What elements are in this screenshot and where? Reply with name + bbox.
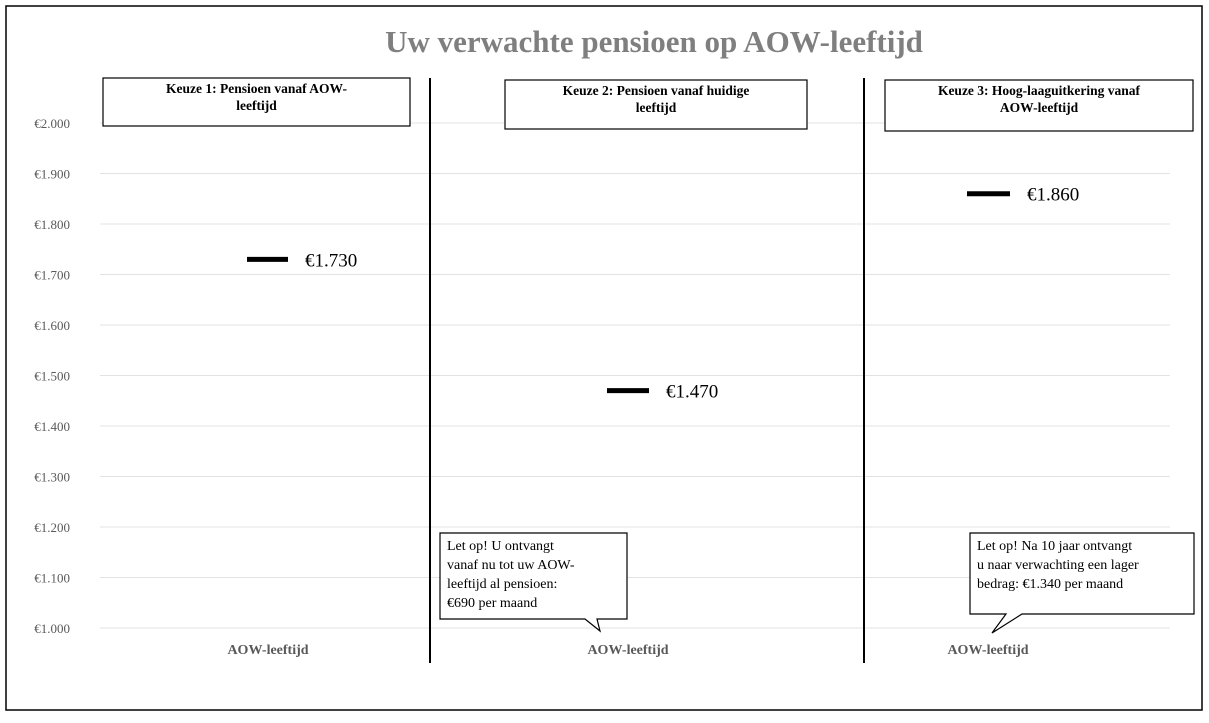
grid-lines	[100, 122, 1170, 629]
callout-note-line: vanaf nu tot uw AOW-	[447, 558, 575, 573]
panel-heading-line: Keuze 3: Hoog-laaguitkering vanaf	[938, 83, 1141, 98]
callout-note-line: leeftijd al pensioen:	[447, 577, 557, 592]
panel-heading-line: leeftijd	[636, 100, 677, 115]
y-tick-label-7: €1.700	[34, 268, 70, 283]
panel-heading-1: Keuze 1: Pensioen vanaf AOW-leeftijd	[166, 81, 347, 113]
panel-heading-line: Keuze 1: Pensioen vanaf AOW-	[166, 81, 347, 96]
x-axis-label-3: AOW-leeftijd	[947, 643, 1028, 658]
y-tick-label-1: €1.100	[34, 571, 70, 586]
callout-note-2: Let op! U ontvangt vanaf nu tot uw AOW-le…	[447, 539, 575, 611]
callout-note-line: Let op! U ontvangt	[447, 539, 554, 554]
chart-title: Uw verwachte pensioen op AOW-leeftijd	[385, 24, 923, 59]
callout-box-2	[439, 532, 628, 633]
panel-heading-3: Keuze 3: Hoog-laaguitkering vanaf AOW-lee…	[938, 83, 1141, 115]
callout-note-line: u naar verwachting een lager	[977, 558, 1139, 573]
value-label-2: €1.470	[666, 382, 718, 403]
y-axis-tick-labels: €1.000 €1.100 €1.200 €1.300 €1.400 €1.500 €1.6…	[34, 116, 70, 636]
y-tick-label-5: €1.500	[34, 369, 70, 384]
panel-heading-line: leeftijd	[236, 98, 277, 113]
y-tick-label-6: €1.600	[34, 318, 70, 333]
y-tick-label-0: €1.000	[34, 621, 70, 636]
value-label-1: €1.730	[305, 250, 357, 271]
callout-note-line: €690 per maand	[447, 596, 537, 611]
y-tick-label-3: €1.300	[34, 470, 70, 485]
value-label-3: €1.860	[1027, 185, 1079, 206]
panel-heading-box-1	[102, 77, 411, 127]
callout-note-line: Let op! Na 10 jaar ontvangt	[977, 539, 1132, 554]
panel-heading-box-3	[884, 79, 1194, 132]
callout-note-3: Let op! Na 10 jaar ontvangt u naar verwac…	[977, 539, 1139, 592]
x-axis-label-1: AOW-leeftijd	[227, 643, 308, 658]
callout-box-3	[969, 532, 1195, 634]
y-tick-label-9: €1.900	[34, 167, 70, 182]
chart-panels: Keuze 1: Pensioen vanaf AOW-leeftijd €1.7…	[102, 77, 1195, 663]
panel-1: Keuze 1: Pensioen vanaf AOW-leeftijd €1.7…	[102, 77, 411, 658]
panel-heading-line: AOW-leeftijd	[1000, 100, 1079, 115]
panel-2: Keuze 2: Pensioen vanaf huidige leeftijd €…	[439, 79, 808, 658]
panel-heading-box-2	[504, 79, 808, 130]
y-tick-label-2: €1.200	[34, 520, 70, 535]
y-tick-label-8: €1.800	[34, 217, 70, 232]
x-axis-label-2: AOW-leeftijd	[587, 643, 668, 658]
y-tick-label-4: €1.400	[34, 419, 70, 434]
panel-heading-2: Keuze 2: Pensioen vanaf huidige leeftijd	[563, 83, 750, 115]
panel-heading-line: Keuze 2: Pensioen vanaf huidige	[563, 83, 750, 98]
y-tick-label-10: €2.000	[34, 116, 70, 131]
callout-note-line: bedrag: €1.340 per maand	[977, 577, 1123, 592]
panel-3: Keuze 3: Hoog-laaguitkering vanaf AOW-lee…	[884, 79, 1195, 658]
